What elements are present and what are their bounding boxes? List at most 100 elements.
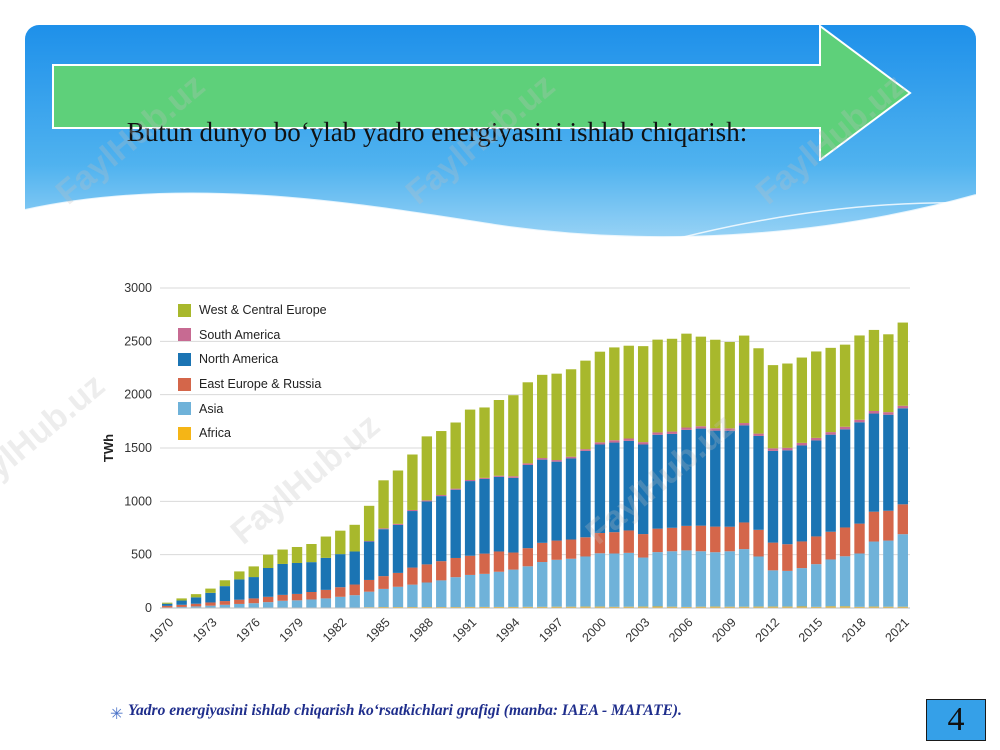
bar-segment [753,606,764,608]
legend-swatch [178,377,191,391]
bar-segment [868,511,880,542]
bar-segment [580,450,591,538]
x-tick-label: 1973 [190,615,220,645]
bar-segment [710,552,721,607]
bar-segment [753,433,764,436]
bar-segment [897,504,908,535]
bar-segment [522,463,533,465]
bar-segment [825,432,836,435]
bar-segment [883,334,894,413]
bar-segment [681,429,692,526]
legend-swatch [178,426,191,440]
bar-segment [839,426,851,430]
bar-segment [219,604,231,608]
bar-segment [306,562,317,592]
bar-segment [522,464,533,549]
bar-segment [637,534,649,558]
bar-segment [681,333,692,428]
bar-segment [363,541,375,542]
bar-segment [695,426,707,429]
bar-segment [363,505,375,542]
legend-item: West & Central Europe [178,298,327,323]
bar-segment [637,444,649,535]
legend-label: North America [199,352,279,367]
legend-item: South America [178,323,327,348]
bar-segment [811,606,822,608]
bar-segment [565,539,577,559]
bar-segment [551,540,562,560]
bar-segment [349,584,360,596]
bar-segment [479,477,490,479]
legend-item: Asia [178,396,327,421]
bar-segment [609,553,620,607]
bar-segment [392,523,404,525]
x-tick-label: 2018 [839,615,869,645]
bar-segment [738,423,750,426]
bar-segment [767,450,779,543]
bar-segment [666,431,678,434]
chart-legend: West & Central Europe South America North … [178,298,327,446]
bar-segment [248,598,259,604]
bar-segment [378,480,389,529]
legend-label: Asia [199,401,224,416]
bar-segment [782,450,793,545]
bar-segment [349,524,360,552]
bar-segment [666,338,678,432]
bar-segment [666,433,678,528]
bar-segment [652,339,663,433]
bar-segment [839,527,851,557]
x-tick-label: 2003 [623,615,653,645]
legend-label: West & Central Europe [199,303,327,318]
bar-segment [291,593,303,601]
bar-segment [537,459,548,543]
bar-segment [767,606,779,608]
bar-segment [277,600,288,608]
bar-segment [782,447,793,451]
bar-segment [854,523,865,554]
bar-segment [407,509,418,512]
bar-segment [551,461,562,541]
bar-segment [594,442,606,445]
bar-segment [234,579,245,600]
bar-segment [796,445,808,542]
bar-segment [580,606,591,608]
bar-segment [176,598,187,601]
bar-segment [825,531,836,560]
bar-segment [464,409,476,480]
bar-segment [868,410,880,414]
bar-segment [464,606,476,608]
bar-segment [695,428,707,526]
bar-segment [335,554,346,588]
bar-segment [594,606,606,608]
bar-segment [868,329,880,411]
bar-segment [537,458,548,460]
bar-segment [796,442,808,446]
bar-segment [162,603,173,606]
bar-segment [565,458,577,540]
bar-segment [609,606,620,608]
bar-segment [681,427,692,430]
bar-segment [724,551,735,607]
bar-segment [580,360,591,450]
bar-segment [320,589,332,599]
bar-segment [248,566,259,578]
bar-segment [666,527,678,552]
bar-segment [565,606,577,608]
x-tick-label: 1994 [493,615,523,645]
bar-segment [854,553,865,607]
y-axis-label: TWh [101,434,116,462]
legend-swatch [178,303,191,317]
bar-segment [724,526,735,552]
bar-segment [854,422,865,524]
bar-segment [248,603,259,608]
bar-segment [652,552,663,607]
bar-segment [623,606,634,608]
bar-segment [450,557,461,578]
bar-segment [450,577,461,608]
bar-segment [710,526,721,553]
bar-segment [450,489,461,558]
bar-segment [796,357,808,443]
bar-segment [378,588,389,608]
bar-segment [883,412,894,415]
bar-segment [205,605,216,608]
